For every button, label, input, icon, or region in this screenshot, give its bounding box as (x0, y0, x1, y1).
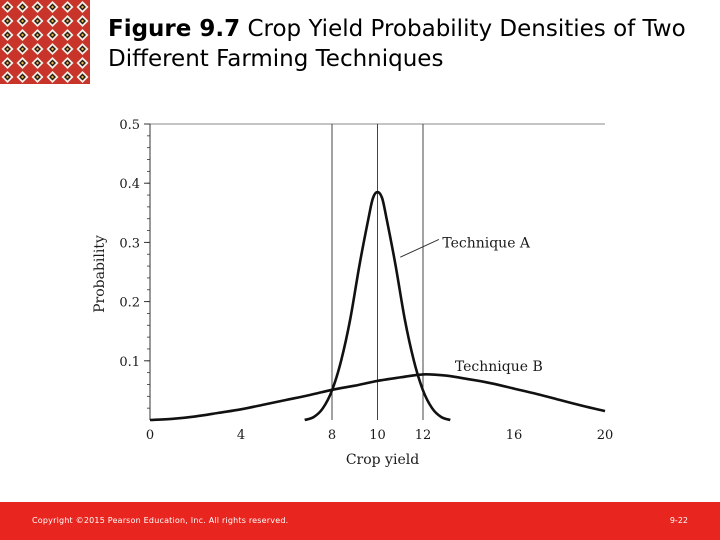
footer-bar: Copyright ©2015 Pearson Education, Inc. … (0, 502, 720, 540)
x-tick-label: 20 (597, 428, 614, 443)
figure-caption: Crop Yield Probability Densities of Two … (108, 16, 686, 72)
y-tick-label: 0.2 (119, 296, 140, 311)
copyright-text: Copyright ©2015 Pearson Education, Inc. … (32, 516, 289, 525)
technique-a-pointer (400, 238, 440, 258)
y-tick-label: 0.1 (119, 355, 140, 370)
figure-number: Figure 9.7 (108, 16, 241, 42)
x-tick-label: 0 (146, 428, 154, 443)
pattern-logo (0, 0, 90, 84)
y-tick-label: 0.5 (119, 118, 140, 133)
technique-b-curve (149, 373, 606, 422)
y-tick-label: 0.3 (119, 236, 140, 251)
x-tick-label: 10 (369, 428, 386, 443)
x-axis-label: Crop yield (346, 452, 419, 468)
x-tick-label: 12 (415, 428, 432, 443)
pattern-logo-graphic (0, 0, 90, 84)
y-axis-label: Probability (92, 235, 108, 313)
chart-svg: 0.1 0.2 0.3 0.4 0.5 0 4 8 10 12 16 20 Crop yield Prob… (92, 118, 614, 468)
technique-a-label: Technique A (442, 235, 531, 251)
y-tick-label: 0.4 (119, 177, 140, 192)
technique-b-label: Technique B (455, 359, 543, 375)
page-number: 9-22 (669, 516, 688, 525)
chart: 0.1 0.2 0.3 0.4 0.5 0 4 8 10 12 16 20 Crop yield Prob… (92, 118, 614, 468)
x-tick-label: 16 (506, 428, 523, 443)
slide-title: Figure 9.7 Crop Yield Probability Densit… (108, 14, 708, 74)
x-tick-label: 4 (237, 428, 245, 443)
x-tick-label: 8 (328, 428, 336, 443)
